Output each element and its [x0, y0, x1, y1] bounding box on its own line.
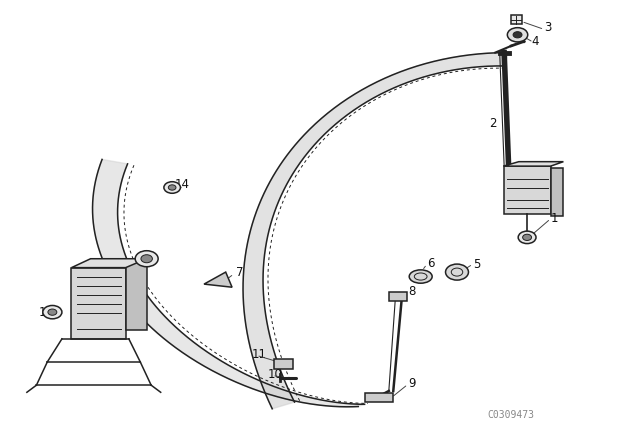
Text: 13: 13: [138, 250, 153, 263]
Circle shape: [518, 231, 536, 244]
Circle shape: [168, 185, 176, 190]
Bar: [365, 393, 394, 402]
Polygon shape: [504, 162, 563, 166]
Circle shape: [445, 264, 468, 280]
Polygon shape: [125, 259, 147, 330]
Text: 10: 10: [268, 368, 283, 381]
Text: 1: 1: [550, 212, 558, 225]
Text: 9: 9: [408, 377, 415, 390]
Polygon shape: [204, 272, 232, 287]
Circle shape: [513, 32, 522, 38]
Polygon shape: [243, 52, 508, 409]
Text: 11: 11: [251, 348, 266, 361]
Polygon shape: [550, 168, 563, 216]
Circle shape: [164, 182, 180, 193]
Text: 4: 4: [532, 35, 539, 48]
Text: C0309473: C0309473: [488, 410, 534, 420]
Text: 6: 6: [427, 257, 435, 270]
Polygon shape: [72, 259, 147, 267]
Circle shape: [135, 251, 158, 267]
Text: 2: 2: [489, 117, 497, 130]
Circle shape: [508, 28, 528, 42]
Circle shape: [523, 234, 532, 241]
Text: 5: 5: [473, 258, 480, 271]
Text: 8: 8: [408, 285, 415, 298]
Text: 3: 3: [544, 21, 552, 34]
Circle shape: [141, 255, 152, 263]
Polygon shape: [93, 159, 365, 407]
Polygon shape: [72, 267, 125, 339]
Circle shape: [48, 309, 57, 315]
FancyBboxPatch shape: [511, 15, 522, 24]
Polygon shape: [504, 166, 550, 214]
Text: 7: 7: [236, 267, 243, 280]
Bar: [389, 292, 406, 301]
Ellipse shape: [409, 270, 432, 283]
Bar: [274, 359, 293, 369]
Text: 14: 14: [175, 178, 189, 191]
Circle shape: [43, 306, 62, 319]
Text: 12: 12: [38, 306, 53, 319]
